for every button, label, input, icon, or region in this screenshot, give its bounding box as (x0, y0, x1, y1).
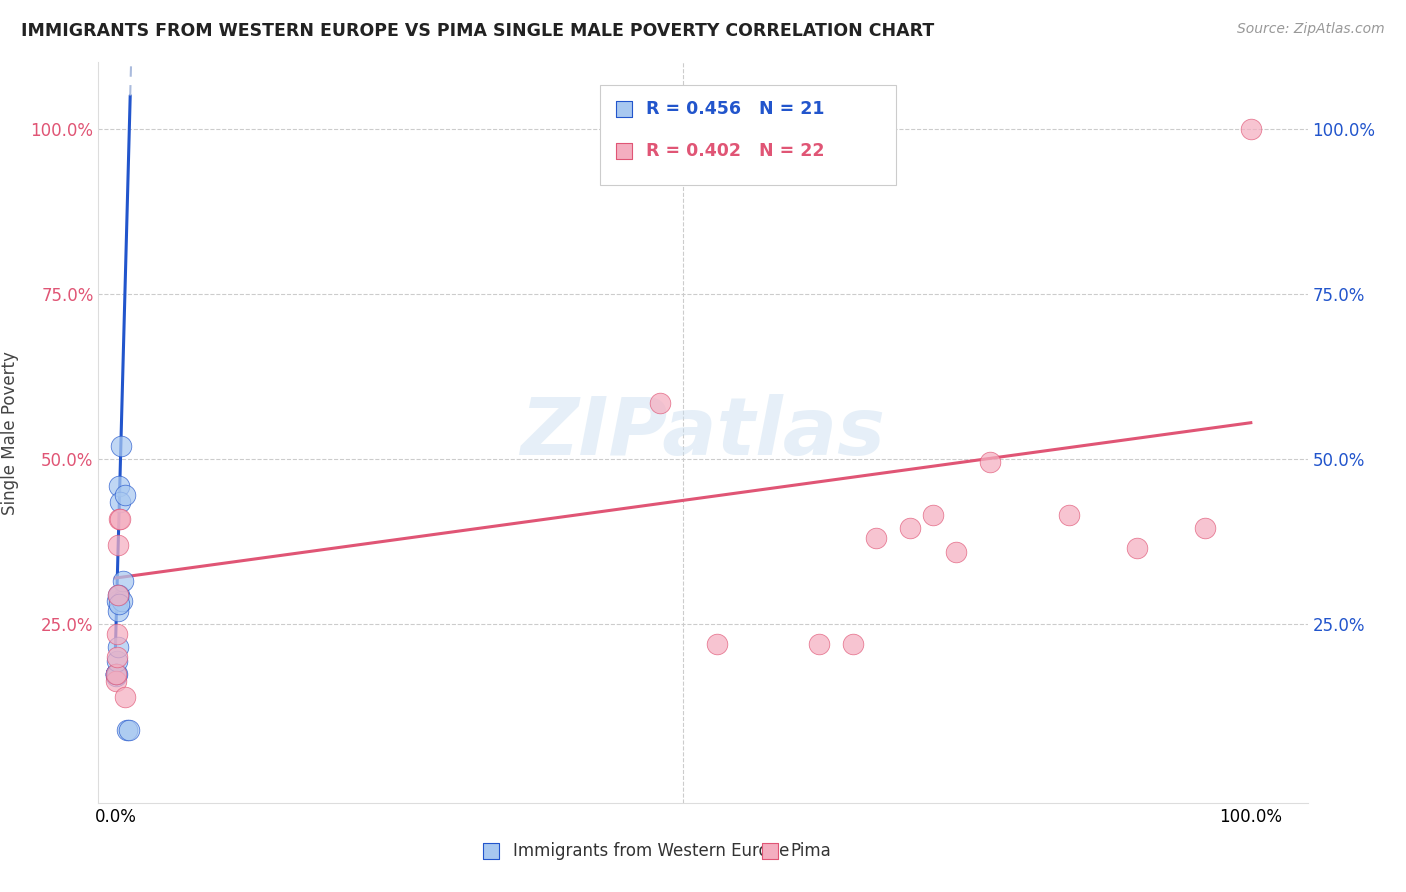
Point (105, 666, 128, 681)
Point (734, 825, 756, 839)
Point (107, 588, 129, 602)
Text: Immigrants from Western Europe: Immigrants from Western Europe (513, 842, 790, 860)
Point (108, 598, 131, 612)
Point (922, 508, 945, 523)
Point (979, 455, 1001, 469)
Point (111, 594, 134, 608)
Point (1126, 541, 1149, 556)
Point (808, 637, 831, 651)
Point (114, 690, 136, 704)
Point (105, 666, 128, 681)
Point (105, 669, 128, 683)
Point (115, 723, 138, 737)
Point (105, 666, 128, 681)
Point (105, 594, 128, 608)
Point (104, 673, 127, 688)
Point (114, 488, 136, 502)
Point (865, 532, 887, 546)
Point (1194, 521, 1216, 535)
Point (108, 511, 131, 525)
Point (1057, 508, 1080, 523)
Point (105, 666, 128, 681)
Text: R = 0.402   N = 22: R = 0.402 N = 22 (647, 143, 825, 161)
Point (108, 511, 131, 525)
Point (105, 627, 128, 641)
Point (118, 723, 141, 737)
Point (107, 538, 129, 552)
Point (107, 588, 129, 602)
Point (945, 544, 967, 558)
Point (107, 604, 129, 618)
Text: Pima: Pima (790, 842, 831, 860)
Point (706, 637, 728, 651)
Text: R = 0.456   N = 21: R = 0.456 N = 21 (647, 100, 825, 118)
Point (650, 396, 672, 410)
Point (108, 495, 131, 509)
FancyBboxPatch shape (600, 85, 897, 185)
Point (598, 163, 620, 178)
Text: IMMIGRANTS FROM WESTERN EUROPE VS PIMA SINGLE MALE POVERTY CORRELATION CHART: IMMIGRANTS FROM WESTERN EUROPE VS PIMA S… (21, 22, 935, 40)
Point (107, 640, 129, 655)
Text: ZIPatlas: ZIPatlas (520, 393, 886, 472)
Point (110, 439, 132, 453)
Point (104, 666, 127, 681)
Point (598, 201, 620, 215)
Point (105, 654, 128, 668)
Point (1240, 121, 1263, 136)
Y-axis label: Single Male Poverty: Single Male Poverty (1, 351, 20, 515)
Text: Source: ZipAtlas.com: Source: ZipAtlas.com (1237, 22, 1385, 37)
Point (474, 825, 496, 839)
Point (842, 637, 865, 651)
Point (104, 666, 127, 681)
Point (108, 478, 131, 492)
Point (898, 521, 921, 535)
Point (108, 588, 131, 602)
Point (105, 650, 128, 665)
Point (112, 574, 135, 589)
